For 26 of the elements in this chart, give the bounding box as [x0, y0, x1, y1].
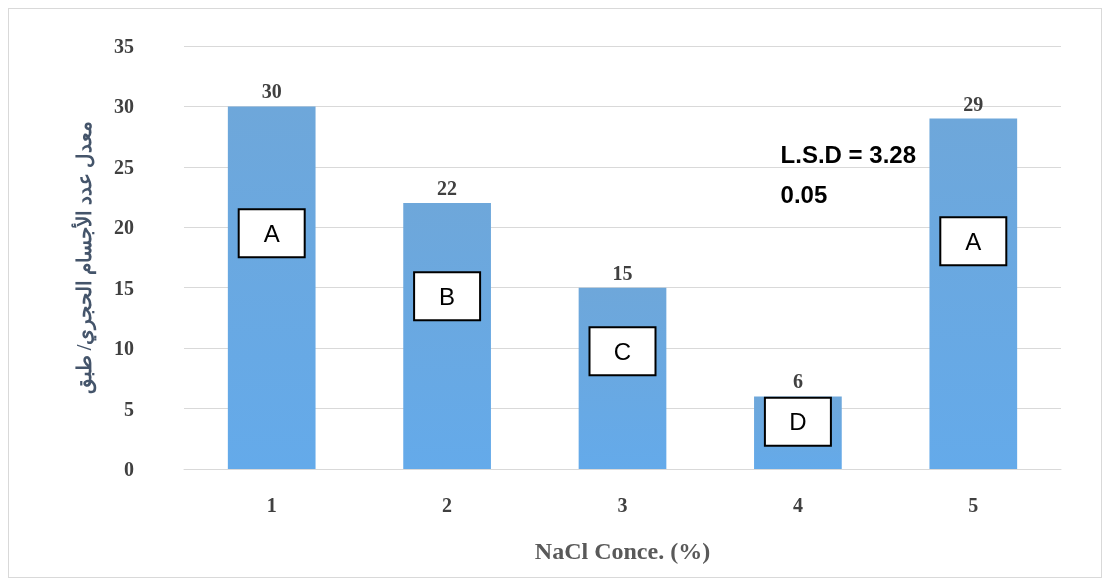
- x-axis-title: NaCl Conce. (%): [534, 538, 711, 564]
- x-tick-label: 4: [792, 494, 803, 516]
- data-label: 22: [437, 177, 458, 200]
- data-label: 6: [792, 370, 803, 393]
- annotation: L.S.D = 3.28 0.05: [780, 140, 917, 208]
- y-tick-label: 10: [114, 337, 134, 360]
- y-tick-label: 5: [124, 397, 134, 420]
- x-tick-label: 1: [266, 494, 277, 516]
- y-tick-label: 30: [114, 95, 134, 118]
- data-label: 29: [963, 92, 984, 115]
- x-tick-label: 2: [442, 494, 453, 516]
- y-tick-label: 15: [114, 276, 134, 299]
- data-label: 30: [261, 80, 282, 103]
- x-tick-label: 3: [617, 494, 628, 516]
- y-axis-title: معدل عدد الأجسام الحجري/ طبق: [71, 120, 97, 395]
- y-tick-label: 25: [114, 155, 134, 178]
- x-tick-label: 5: [968, 494, 979, 516]
- annotation: C: [613, 337, 632, 365]
- y-tick-label: 0: [124, 458, 134, 480]
- annotation: D: [789, 408, 807, 436]
- y-tick-label: 20: [114, 216, 134, 239]
- annotation: A: [965, 227, 982, 255]
- y-tick-label: 35: [114, 35, 134, 57]
- annotation: B: [439, 282, 456, 310]
- data-label: 15: [612, 261, 633, 284]
- annotation: A: [263, 219, 280, 247]
